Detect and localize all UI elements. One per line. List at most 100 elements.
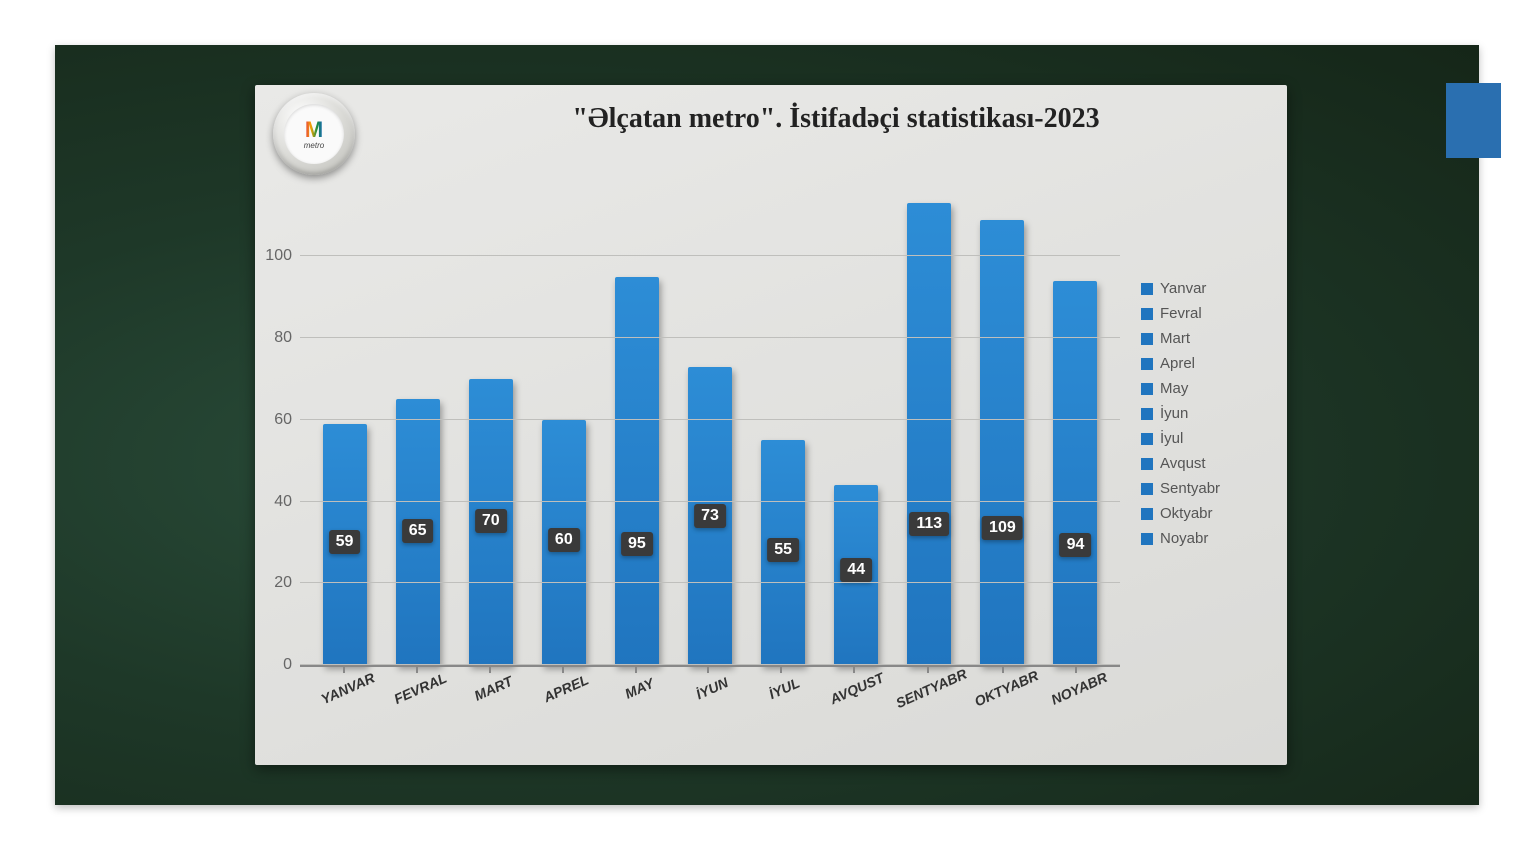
legend-label: Avqust (1160, 455, 1206, 472)
x-tick-mark (1002, 665, 1004, 673)
legend-label: Yanvar (1160, 280, 1206, 297)
bar-slot: 113 (893, 195, 966, 665)
x-ticks-container: YANVARFEVRALMARTAPRELMAYİYUNİYULAVQUSTSE… (300, 667, 1120, 697)
legend-swatch (1141, 383, 1153, 395)
plot-area: 596570609573554411310994 020406080100 (300, 195, 1120, 665)
bar-value-label: 113 (909, 512, 949, 536)
bar: 70 (469, 379, 513, 665)
legend-swatch (1141, 458, 1153, 470)
bar-value-label: 70 (475, 509, 507, 533)
bar-slot: 60 (527, 195, 600, 665)
x-tick-slot: OKTYABR (966, 667, 1039, 697)
chart-panel: M metro "Əlçatan metro". İstifadəçi stat… (255, 85, 1287, 765)
x-tick-slot: YANVAR (308, 667, 381, 697)
bar-value-label: 59 (329, 530, 361, 554)
bar-value-label: 44 (840, 558, 872, 582)
legend-swatch (1141, 433, 1153, 445)
metro-logo-inner: M metro (284, 104, 344, 164)
metro-logo-badge: M metro (273, 93, 355, 175)
x-tick-mark (707, 665, 709, 673)
legend-label: Sentyabr (1160, 480, 1220, 497)
x-tick-label: İYUL (767, 675, 803, 703)
legend-item: İyul (1141, 430, 1271, 447)
bar: 60 (542, 420, 586, 665)
legend-label: Noyabr (1160, 530, 1208, 547)
x-tick-mark (489, 665, 491, 673)
legend-item: Noyabr (1141, 530, 1271, 547)
bar: 95 (615, 277, 659, 665)
x-tick-label: FEVRAL (392, 670, 450, 707)
x-tick-slot: FEVRAL (381, 667, 454, 697)
x-tick-slot: İYUN (672, 667, 745, 697)
bar-slot: 44 (820, 195, 893, 665)
x-tick-mark (780, 665, 782, 673)
legend-label: İyul (1160, 430, 1183, 447)
gridline (300, 419, 1120, 420)
x-tick-mark (927, 665, 929, 673)
legend-label: Oktyabr (1160, 505, 1213, 522)
x-tick-label: MAY (622, 675, 656, 702)
legend-item: Avqust (1141, 455, 1271, 472)
bar-slot: 94 (1039, 195, 1112, 665)
slide-background: M metro "Əlçatan metro". İstifadəçi stat… (55, 45, 1479, 805)
legend-label: İyun (1160, 405, 1188, 422)
bar: 73 (688, 367, 732, 665)
bar: 94 (1053, 281, 1097, 665)
x-tick-slot: İYUL (745, 667, 818, 697)
x-tick-mark (343, 665, 345, 673)
x-tick-mark (853, 665, 855, 673)
y-tick-label: 100 (265, 247, 292, 265)
bar: 113 (907, 203, 951, 665)
x-tick-slot: AVQUST (818, 667, 891, 697)
legend-swatch (1141, 508, 1153, 520)
bar-slot: 65 (381, 195, 454, 665)
x-tick-label: İYUN (693, 674, 730, 702)
legend-item: Fevral (1141, 305, 1271, 322)
bars-container: 59 65 70 60 95 73 55 44 113 109 94 (300, 195, 1120, 665)
legend-swatch (1141, 333, 1153, 345)
legend-swatch (1141, 483, 1153, 495)
bar-value-label: 60 (548, 528, 580, 552)
gridline (300, 501, 1120, 502)
x-tick-mark (1075, 665, 1077, 673)
x-tick-label: NOYABR (1048, 669, 1109, 708)
bar-value-label: 73 (694, 504, 726, 528)
bar-slot: 55 (747, 195, 820, 665)
y-tick-label: 60 (274, 411, 292, 429)
legend-item: İyun (1141, 405, 1271, 422)
bar-value-label: 94 (1060, 533, 1092, 557)
bar-slot: 73 (673, 195, 746, 665)
metro-logo-m-icon: M (305, 119, 323, 141)
legend-item: May (1141, 380, 1271, 397)
metro-logo-text: metro (304, 142, 324, 150)
bar: 59 (323, 424, 367, 665)
x-tick-mark (635, 665, 637, 673)
gridline (300, 255, 1120, 256)
x-tick-label: AVQUST (828, 669, 887, 707)
accent-tab (1446, 83, 1501, 158)
legend-swatch (1141, 283, 1153, 295)
y-tick-label: 20 (274, 574, 292, 592)
x-tick-label: MART (472, 673, 515, 704)
legend-item: Mart (1141, 330, 1271, 347)
legend-swatch (1141, 308, 1153, 320)
legend-label: May (1160, 380, 1188, 397)
bar-slot: 109 (966, 195, 1039, 665)
x-tick-label: APREL (541, 671, 591, 705)
bar: 109 (980, 220, 1024, 665)
legend-item: Yanvar (1141, 280, 1271, 297)
bar-slot: 59 (308, 195, 381, 665)
legend-item: Aprel (1141, 355, 1271, 372)
legend-label: Fevral (1160, 305, 1202, 322)
bar-slot: 95 (600, 195, 673, 665)
y-tick-label: 80 (274, 329, 292, 347)
bar-value-label: 109 (982, 516, 1023, 540)
y-tick-label: 0 (283, 656, 292, 674)
x-tick-label: SENTYABR (894, 666, 970, 712)
bar-value-label: 55 (767, 538, 799, 562)
x-tick-label: YANVAR (318, 669, 377, 707)
x-tick-mark (416, 665, 418, 673)
bar-value-label: 95 (621, 532, 653, 556)
legend-label: Mart (1160, 330, 1190, 347)
y-tick-label: 40 (274, 493, 292, 511)
